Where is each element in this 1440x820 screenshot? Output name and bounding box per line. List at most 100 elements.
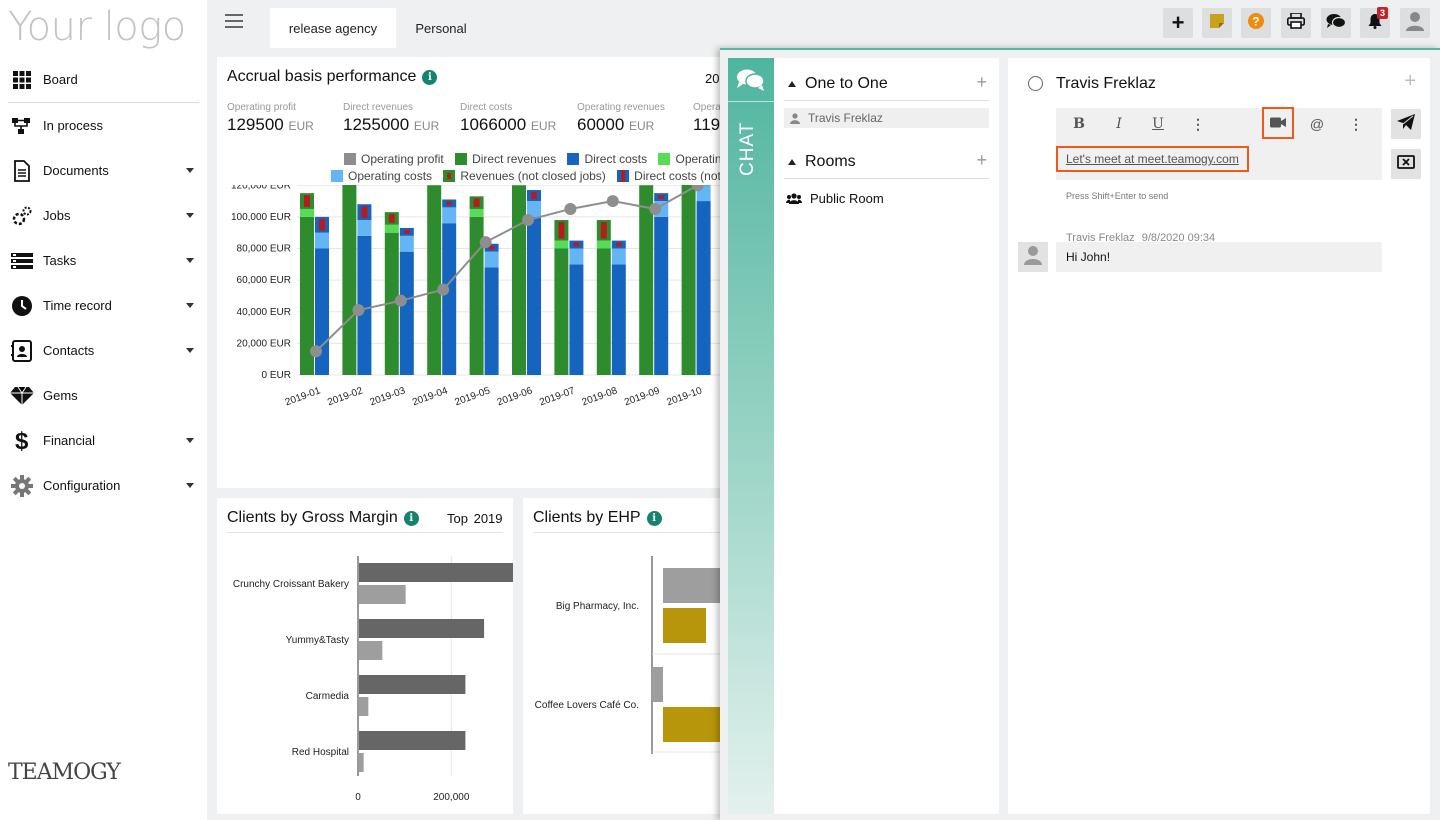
editor-toolbar: B I U ⋮ @ ⋮	[1056, 107, 1382, 140]
legend-item[interactable]: Revenues (not closed jobs)	[443, 169, 606, 183]
tab-personal[interactable]: Personal	[415, 20, 467, 36]
clock-icon	[10, 294, 34, 318]
mention-button[interactable]: @	[1309, 116, 1325, 132]
legend-item[interactable]: Direct costs (not cl	[617, 169, 733, 183]
sidebar-item-label: Documents	[43, 163, 109, 178]
bar-direct-costs	[484, 267, 499, 375]
message-input[interactable]: Let's meet at meet.teamogy.com	[1056, 146, 1249, 172]
video-call-button[interactable]	[1262, 107, 1294, 139]
italic-button[interactable]: I	[1116, 116, 1122, 132]
divider	[8, 102, 199, 103]
plus-icon: +	[1171, 10, 1185, 35]
chat-button[interactable]	[1321, 8, 1351, 38]
section-one-to-one[interactable]: One to One	[788, 75, 888, 93]
bar-not-closed-marker	[558, 222, 565, 239]
x-tick-label: 2019-08	[581, 385, 620, 408]
sidebar-item-in-process[interactable]: In process	[0, 103, 207, 148]
notification-badge: 3	[1376, 7, 1388, 19]
sidebar-item-tasks[interactable]: Tasks	[0, 238, 207, 283]
performance-title-row: Accrual basis performance i	[227, 68, 438, 86]
underline-button[interactable]: U	[1152, 116, 1164, 132]
bar-direct-revenues	[384, 232, 399, 375]
bar-direct-revenues	[681, 185, 696, 375]
add-room-button[interactable]: +	[976, 150, 987, 170]
y-tick-label: 20,000 EUR	[237, 338, 291, 349]
x-tick-label: 2019-10	[665, 385, 704, 408]
operating-profit-point	[522, 214, 534, 227]
sidebar-item-financial[interactable]: $ Financial	[0, 418, 207, 463]
conversation-select-radio[interactable]	[1028, 76, 1043, 91]
add-participant-button[interactable]: +	[1404, 70, 1416, 92]
sidebar-item-time-record[interactable]: Time record	[0, 283, 207, 328]
operating-profit-point	[437, 283, 450, 296]
more-format-button[interactable]: ⋮	[1191, 115, 1205, 132]
operating-profit-point	[691, 185, 704, 192]
bar-not-closed-cost-marker	[403, 229, 410, 234]
sidebar-item-contacts[interactable]: Contacts	[0, 328, 207, 373]
info-icon[interactable]: i	[403, 511, 419, 526]
legend-item[interactable]: Direct revenues	[455, 152, 556, 166]
user-menu-button[interactable]	[1400, 8, 1430, 38]
bar-direct-costs	[357, 235, 372, 375]
sidebar-item-label: In process	[43, 118, 103, 133]
legend-item[interactable]: Direct costs	[567, 152, 647, 166]
bar-operating-costs	[611, 248, 626, 265]
bar-gross-margin-secondary	[359, 641, 383, 660]
bar-gross-margin	[359, 619, 485, 638]
info-icon[interactable]: i	[646, 511, 662, 526]
menu-icon[interactable]	[225, 14, 243, 28]
bar-operating-costs	[442, 207, 457, 224]
card-title: Clients by Gross Margin	[227, 509, 398, 526]
chevron-down-icon	[186, 303, 194, 308]
legend-item[interactable]: Operating costs	[331, 169, 432, 183]
sidebar-item-board[interactable]: Board	[0, 57, 207, 102]
bar-not-closed-cost-marker	[573, 242, 580, 247]
tab-release-agency[interactable]: release agency	[270, 8, 396, 48]
sidebar-item-configuration[interactable]: Configuration	[0, 463, 207, 508]
message-meta: Travis Freklaz 9/8/2020 09:34	[1066, 232, 1215, 244]
x-tick-label: 0	[355, 792, 361, 803]
bar-not-closed-cost-marker	[319, 218, 325, 231]
bar-direct-costs	[569, 264, 584, 375]
print-button[interactable]	[1281, 8, 1311, 38]
top-header: release agency Personal + ? 3	[207, 0, 1440, 48]
send-button[interactable]	[1391, 109, 1421, 139]
room-item[interactable]: Public Room	[784, 187, 989, 209]
y-tick-label: 40,000 EUR	[237, 307, 291, 318]
help-icon: ?	[1248, 12, 1264, 34]
top-year-filter[interactable]: Top 2019	[447, 511, 503, 526]
kpi-label: Operating revenues	[577, 102, 665, 113]
operating-profit-point	[394, 294, 407, 307]
legend-label: Operating profit	[361, 152, 444, 166]
discard-button[interactable]	[1391, 149, 1421, 179]
bar-operating-costs	[399, 235, 414, 252]
more-options-button[interactable]: ⋮	[1349, 115, 1363, 132]
sidebar-item-documents[interactable]: Documents	[0, 148, 207, 193]
add-conversation-button[interactable]: +	[976, 72, 987, 92]
y-tick-label: 0 EUR	[262, 370, 291, 381]
notifications-button[interactable]: 3	[1360, 7, 1390, 38]
document-icon	[10, 159, 34, 183]
info-icon[interactable]: i	[422, 70, 438, 85]
notes-button[interactable]	[1202, 8, 1232, 38]
legend-label: Operating costs	[348, 169, 433, 183]
chart-legend: Operating costs Revenues (not closed job…	[331, 169, 741, 185]
chat-bubbles-icon[interactable]	[728, 58, 774, 102]
help-button[interactable]: ?	[1241, 8, 1271, 38]
sidebar-item-gems[interactable]: Gems	[0, 373, 207, 418]
bar-direct-revenues	[512, 185, 526, 375]
bar-direct-costs	[654, 216, 669, 375]
operating-profit-point	[479, 236, 492, 249]
legend-item[interactable]: Operating profit	[344, 152, 444, 166]
section-rooms[interactable]: Rooms	[788, 153, 856, 171]
y-tick-label: 60,000 EUR	[237, 275, 291, 286]
kpi-operating-profit: Operating profit 129500 EUR	[227, 102, 314, 135]
add-button[interactable]: +	[1163, 8, 1193, 38]
person-icon	[790, 112, 800, 124]
logo[interactable]: Your logo	[8, 4, 186, 50]
bold-button[interactable]: B	[1073, 116, 1085, 132]
operating-profit-point	[649, 202, 662, 215]
sidebar-item-label: Time record	[43, 298, 112, 313]
sidebar-item-jobs[interactable]: Jobs	[0, 193, 207, 238]
contact-item[interactable]: Travis Freklaz	[784, 108, 989, 128]
